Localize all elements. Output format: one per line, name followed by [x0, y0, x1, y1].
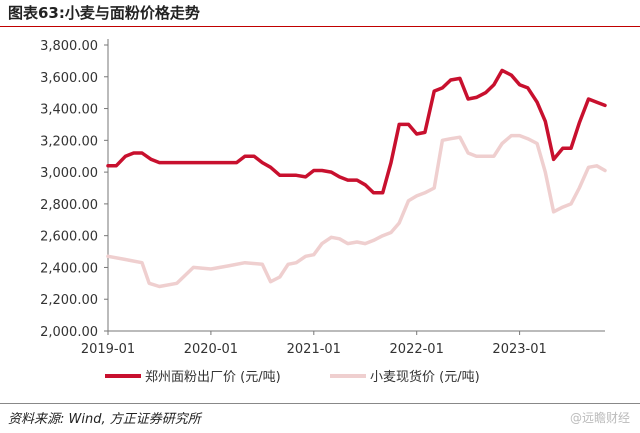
y-tick-label: 3,200.00	[40, 134, 98, 149]
source-divider	[0, 403, 640, 404]
watermark: @远瞻财经	[569, 411, 630, 425]
title-bar	[0, 0, 640, 27]
x-tick-label: 2022-01	[390, 342, 444, 357]
series-line-1	[106, 133, 607, 289]
y-tick-label: 2,400.00	[40, 261, 98, 276]
y-tick-label: 2,800.00	[40, 198, 98, 213]
y-tick-label: 3,000.00	[40, 166, 98, 181]
series-line-0	[106, 68, 607, 195]
y-tick-label: 3,600.00	[40, 71, 98, 86]
legend-label-0: 郑州面粉出厂价 (元/吨)	[145, 370, 281, 385]
x-tick-label: 2023-01	[492, 342, 546, 357]
y-tick-label: 2,000.00	[40, 325, 98, 340]
y-tick-label: 2,200.00	[40, 293, 98, 308]
y-tick-label: 3,400.00	[40, 103, 98, 118]
source-note: 资料来源: Wind, 方正证券研究所	[8, 412, 201, 427]
x-tick-label: 2019-01	[81, 342, 135, 357]
legend-label-1: 小麦现货价 (元/吨)	[370, 369, 480, 385]
x-tick-label: 2021-01	[287, 342, 341, 357]
y-tick-label: 2,600.00	[40, 230, 98, 245]
chart-title: 图表63:小麦与面粉价格走势	[8, 4, 200, 22]
y-tick-label: 3,800.00	[40, 39, 98, 54]
line-chart: 2,000.00 2,200.00 2,400.00 2,600.00 2,800.00…	[40, 39, 607, 385]
x-tick-label: 2020-01	[184, 342, 238, 357]
